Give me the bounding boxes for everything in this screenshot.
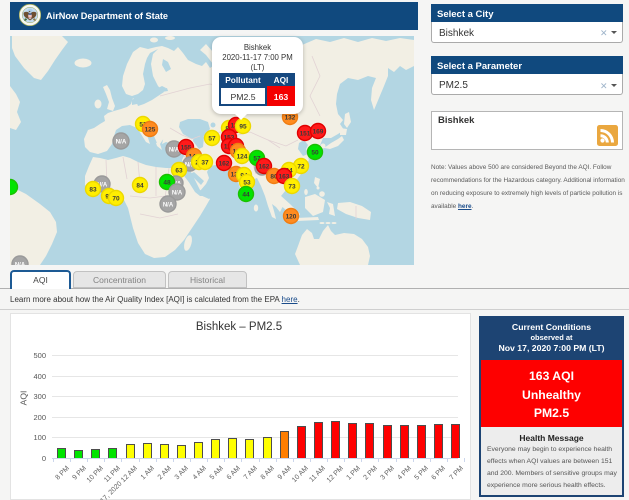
svg-text:48: 48 (163, 179, 171, 186)
svg-text:37: 37 (201, 159, 209, 166)
svg-text:80: 80 (270, 173, 278, 180)
svg-text:155: 155 (181, 144, 192, 151)
svg-text:N/A: N/A (97, 182, 108, 188)
svg-text:120: 120 (286, 213, 297, 220)
svg-text:124: 124 (237, 153, 248, 160)
svg-text:50: 50 (311, 149, 319, 156)
svg-text:N/A: N/A (169, 147, 180, 153)
svg-text:N/A: N/A (185, 162, 196, 168)
svg-text:83: 83 (89, 186, 97, 193)
svg-text:95: 95 (239, 123, 247, 130)
svg-text:125: 125 (145, 126, 156, 133)
svg-text:63: 63 (175, 167, 183, 174)
svg-text:N/A: N/A (163, 202, 174, 208)
svg-text:169: 169 (313, 128, 324, 135)
svg-text:53: 53 (243, 179, 251, 186)
svg-text:163: 163 (279, 173, 290, 180)
svg-text:N/A: N/A (116, 138, 127, 145)
svg-text:84: 84 (136, 182, 144, 189)
svg-text:162: 162 (259, 163, 270, 170)
svg-text:44: 44 (242, 191, 250, 198)
svg-text:N/A: N/A (15, 262, 26, 265)
svg-text:57: 57 (208, 135, 216, 142)
svg-text:132: 132 (285, 114, 296, 121)
svg-text:151: 151 (300, 130, 311, 137)
svg-text:70: 70 (112, 195, 120, 202)
svg-text:72: 72 (297, 163, 305, 170)
svg-text:N/A: N/A (172, 190, 183, 196)
svg-text:73: 73 (288, 183, 296, 190)
svg-text:57: 57 (253, 155, 261, 162)
svg-text:162: 162 (219, 160, 230, 167)
svg-text:153: 153 (224, 134, 235, 141)
